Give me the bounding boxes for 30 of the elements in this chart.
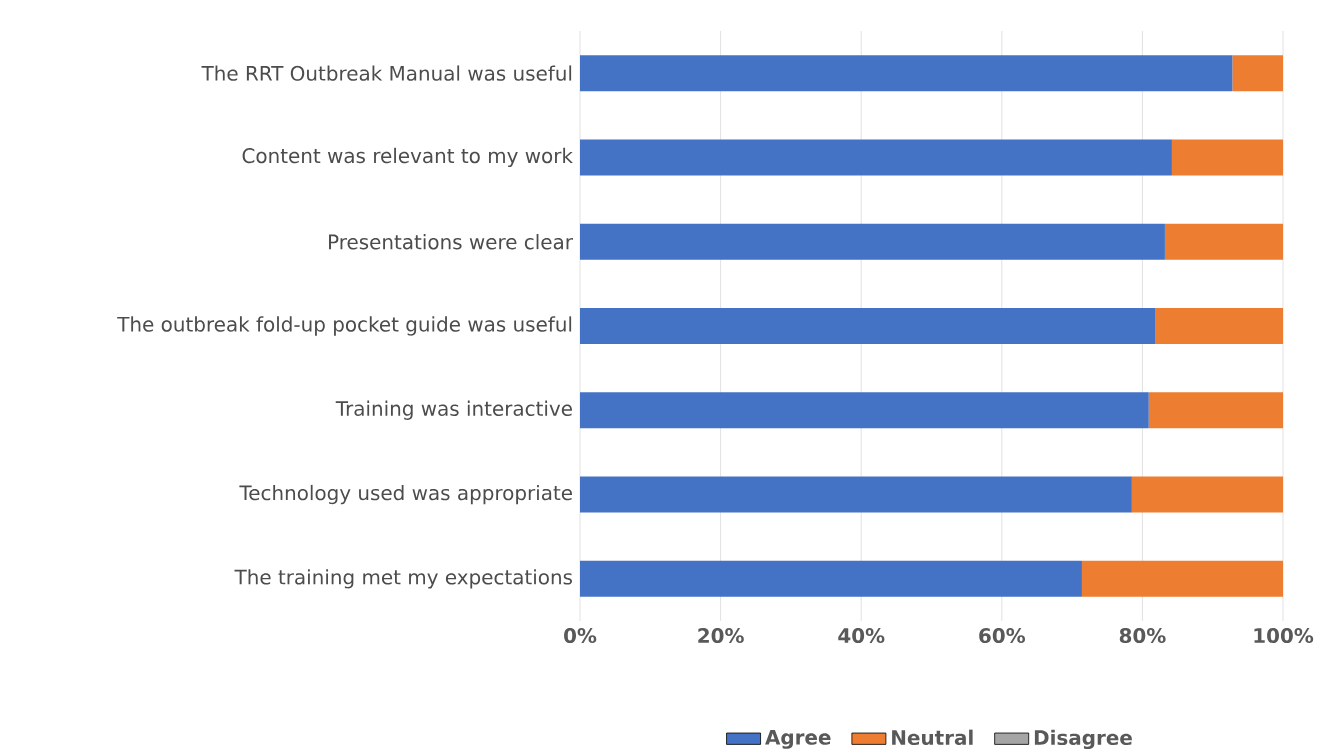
bar xyxy=(1148,392,1283,429)
y-tick-label: The training met my expectations xyxy=(234,569,573,589)
legend-label: Neutral xyxy=(892,729,973,746)
bar xyxy=(580,139,1172,176)
bar xyxy=(580,560,1082,597)
y-tick-label: The outbreak fold-up pocket guide was useful xyxy=(117,316,572,336)
x-tick-label: 20% xyxy=(698,628,744,644)
bar xyxy=(1155,308,1283,345)
x-tick-label: 40% xyxy=(838,628,885,644)
x-tick-label: 100% xyxy=(1254,628,1314,644)
bar xyxy=(580,308,1156,345)
bar xyxy=(1232,55,1283,92)
bar xyxy=(580,392,1149,429)
bar xyxy=(580,55,1233,92)
bar xyxy=(1171,139,1283,176)
y-tick-label: Content was relevant to my work xyxy=(242,147,573,168)
x-tick-label: 80% xyxy=(1119,628,1166,644)
bar xyxy=(580,476,1132,513)
legend-label: Disagree xyxy=(1034,729,1132,750)
y-tick-label: Technology used was appropriate xyxy=(239,485,572,505)
bar xyxy=(1131,476,1283,513)
x-tick-label: 60% xyxy=(979,628,1026,644)
bar xyxy=(1164,223,1283,260)
y-tick-label: Presentations were clear xyxy=(329,234,573,250)
y-tick-label: The RRT Outbreak Manual was useful xyxy=(201,65,572,81)
bar xyxy=(580,223,1165,260)
bar xyxy=(1081,560,1283,597)
x-tick-label: 0% xyxy=(564,628,597,644)
y-tick-label: Training was interactive xyxy=(335,400,572,421)
legend-label: Agree xyxy=(765,730,831,749)
